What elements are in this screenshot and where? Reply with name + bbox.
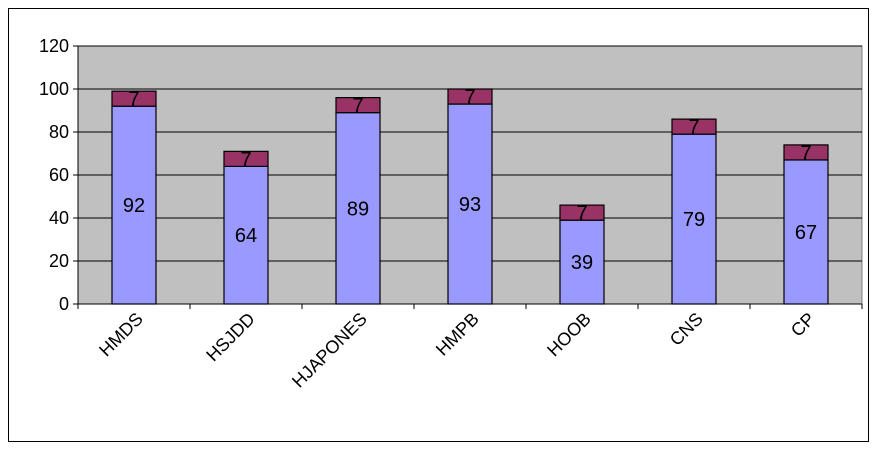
bar-segment-top [335,96,381,114]
data-label-bottom: 89 [347,198,369,220]
bar-segment-top [559,204,605,221]
bars: 92 7 64 7 89 7 93 7 39 7 79 7 67 7 [111,87,829,305]
data-label-bottom: 79 [683,209,705,231]
data-label-top: 7 [128,89,139,111]
y-tick-label: 60 [49,165,69,185]
y-axis-ticks: 0 20 40 60 80 100 120 [39,36,78,314]
bar-segment-top [783,144,829,161]
data-label-bottom: 92 [123,195,145,217]
y-tick-label: 100 [39,79,69,99]
bar-segment-bottom [223,165,269,305]
bar-segment-top [223,150,269,168]
x-axis-categories: HMDS HSJDD HJAPONES HMPB HOOB CNS CP [77,304,863,392]
y-tick-label: 120 [39,36,69,56]
bar-segment-bottom [783,159,829,305]
x-category-label: HSJDD [202,309,259,366]
bar-segment-top [447,88,493,105]
bar-segment-bottom [447,103,493,305]
y-tick-label: 20 [49,251,69,271]
x-category-label: HOOB [543,309,595,361]
data-label-top: 7 [352,95,363,117]
bar-segment-bottom [111,105,157,305]
data-label-top: 7 [800,142,811,164]
bar-segment-top [671,118,717,135]
bar-segment-top [111,90,157,107]
x-category-label: CP [787,309,819,341]
stacked-bar-chart: 0 20 40 60 80 100 120 92 7 64 7 89 7 93 7 39 7 79 7 67 7 HM… [39,36,863,392]
y-tick-label: 40 [49,208,69,228]
data-label-top: 7 [688,117,699,139]
data-label-bottom: 67 [795,222,817,244]
x-category-label: HMDS [95,309,147,361]
bar-segment-bottom [559,219,605,305]
data-label-top: 7 [464,87,475,109]
bar-segment-bottom [671,133,717,305]
x-category-label: HJAPONES [288,309,371,392]
data-label-bottom: 39 [571,252,593,274]
data-label-bottom: 93 [459,194,481,216]
data-label-top: 7 [240,149,251,171]
chart-frame: 0 20 40 60 80 100 120 92 7 64 7 89 7 93 7 39 7 79 7 67 7 HM… [8,8,869,442]
y-tick-label: 80 [49,122,69,142]
data-label-bottom: 64 [235,225,257,247]
data-label-top: 7 [576,203,587,225]
y-tick-label: 0 [59,294,69,314]
x-category-label: HMPB [432,309,483,360]
x-category-label: CNS [666,309,707,350]
bar-segment-bottom [335,112,381,305]
